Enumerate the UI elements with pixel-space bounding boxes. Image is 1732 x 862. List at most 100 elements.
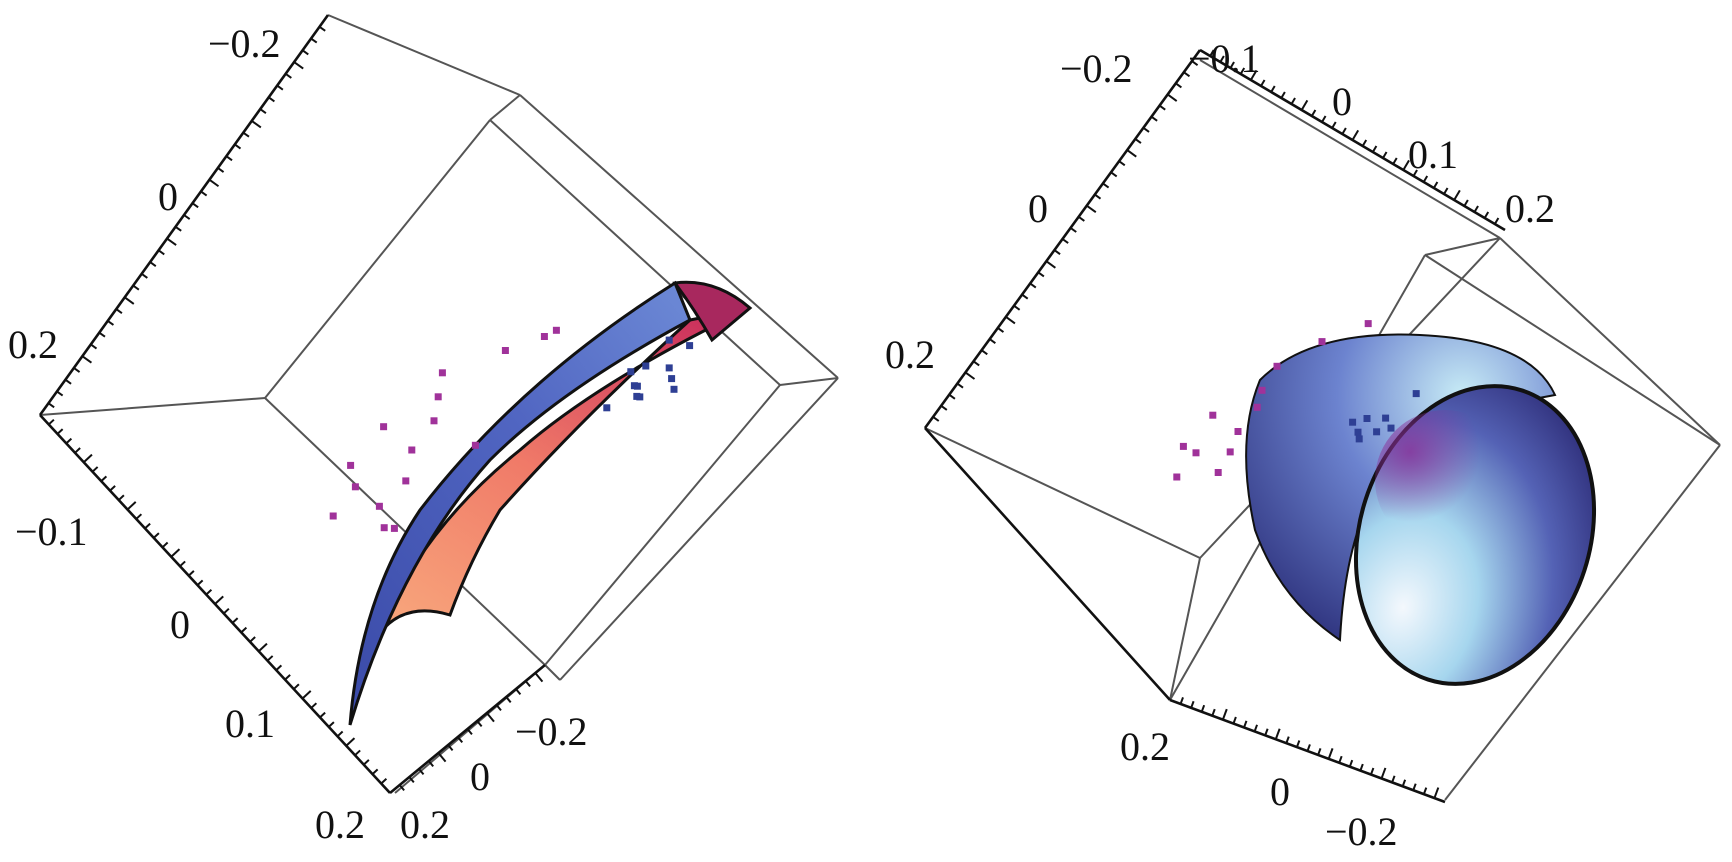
tick-mark — [1327, 747, 1334, 760]
tick-mark — [1110, 171, 1118, 178]
tick-mark — [196, 579, 204, 586]
tick-mark — [188, 570, 195, 577]
pink-data-point — [438, 369, 446, 377]
tick-mark — [1433, 787, 1440, 799]
tick-mark — [1402, 159, 1410, 171]
tick-mark — [310, 702, 318, 709]
tick-mark — [524, 680, 531, 688]
tick-mark — [1321, 115, 1327, 123]
tick-mark — [1253, 724, 1258, 732]
tick-mark — [225, 155, 233, 162]
left-tick-marks — [47, 25, 544, 792]
right-tick-labels: −0.1 0 0.1 0.2 −0.2 0 0.2 0.2 0 −0.2 — [885, 36, 1555, 854]
tick-mark — [1229, 61, 1235, 69]
tick-mark — [1102, 182, 1110, 189]
tick-mark — [135, 513, 143, 520]
tick-mark — [1126, 149, 1137, 158]
tick-label: −0.2 — [515, 709, 588, 754]
tick-mark — [972, 360, 980, 367]
tick-mark — [1317, 748, 1322, 756]
tick-mark — [64, 378, 72, 385]
tick-label: 0.2 — [315, 802, 365, 847]
tick-mark — [118, 494, 125, 501]
pink-data-point — [1192, 449, 1200, 457]
pink-data-point — [375, 502, 383, 510]
tick-mark — [1191, 60, 1199, 67]
tick-mark — [65, 437, 73, 445]
right-half-ellipsoid-surface — [1245, 333, 1597, 686]
left-bounding-box — [39, 14, 839, 794]
tick-mark — [1239, 67, 1246, 75]
tick-mark — [158, 249, 165, 256]
tick-mark — [1175, 82, 1182, 89]
tick-mark — [1380, 767, 1387, 779]
tick-mark — [1094, 193, 1102, 200]
left-axis-edges — [38, 14, 546, 795]
tick-mark — [223, 607, 230, 615]
right-3d-plot: −0.1 0 0.1 0.2 −0.2 0 0.2 0.2 0 −0.2 — [885, 36, 1721, 854]
tick-mark — [1221, 708, 1228, 720]
blue-data-point — [603, 404, 611, 412]
tick-label: 0 — [158, 174, 178, 219]
tick-mark — [107, 320, 115, 326]
tick-mark — [956, 382, 964, 389]
tick-mark — [1392, 157, 1398, 165]
tick-mark — [1183, 71, 1191, 78]
blue-data-point — [627, 368, 635, 376]
tick-mark — [126, 501, 137, 511]
tick-mark — [74, 447, 81, 454]
tick-mark — [174, 225, 182, 232]
tick-mark — [1348, 759, 1354, 768]
tick-mark — [234, 143, 242, 150]
tick-mark — [319, 711, 326, 719]
blue-data-point — [1412, 390, 1420, 398]
tick-mark — [284, 674, 291, 681]
blue-data-point — [665, 336, 673, 344]
tick-mark — [293, 61, 304, 70]
tick-mark — [1134, 138, 1142, 144]
tick-label: −0.1 — [15, 509, 88, 554]
tick-mark — [1086, 204, 1097, 214]
tick-mark — [1219, 55, 1225, 63]
tick-mark — [1190, 700, 1195, 709]
tick-mark — [989, 338, 996, 344]
blue-data-point — [670, 385, 678, 393]
tick-mark — [1270, 85, 1276, 93]
tick-mark — [153, 532, 160, 539]
tick-mark — [1158, 104, 1166, 111]
pink-data-point — [552, 326, 560, 334]
tick-mark — [149, 261, 157, 267]
tick-mark — [1264, 728, 1269, 736]
left-scatter-points — [329, 326, 694, 532]
tick-mark — [1306, 744, 1311, 752]
tick-mark — [1142, 127, 1150, 133]
pink-data-point — [329, 512, 337, 520]
tick-mark — [275, 664, 283, 671]
tick-mark — [1453, 189, 1461, 201]
tick-label: −0.2 — [208, 21, 281, 66]
tick-mark — [1371, 145, 1378, 153]
tick-mark — [242, 131, 250, 138]
tick-mark — [251, 120, 262, 129]
tick-mark — [1338, 755, 1343, 764]
tick-mark — [56, 428, 64, 435]
tick-mark — [161, 541, 169, 549]
tick-label: 0 — [170, 602, 190, 647]
tick-label: 0.1 — [225, 701, 275, 746]
bowl-inner-tint — [1375, 410, 1515, 550]
blue-data-point — [1373, 428, 1381, 436]
tick-mark — [1463, 199, 1469, 207]
tick-mark — [380, 778, 388, 785]
tick-mark — [1310, 109, 1317, 117]
tick-mark — [476, 720, 483, 728]
tick-mark — [1013, 304, 1021, 311]
blue-data-point — [668, 375, 676, 383]
pink-data-point — [1364, 320, 1372, 328]
tick-mark — [1118, 160, 1126, 167]
tick-mark — [534, 672, 544, 683]
tick-mark — [948, 393, 956, 400]
tick-mark — [371, 768, 379, 775]
left-tick-labels: −0.2 0 0.2 −0.1 0 0.1 0.2 −0.2 0 0.2 — [8, 21, 588, 847]
tick-mark — [398, 784, 405, 792]
tick-label: −0.2 — [1060, 46, 1133, 91]
